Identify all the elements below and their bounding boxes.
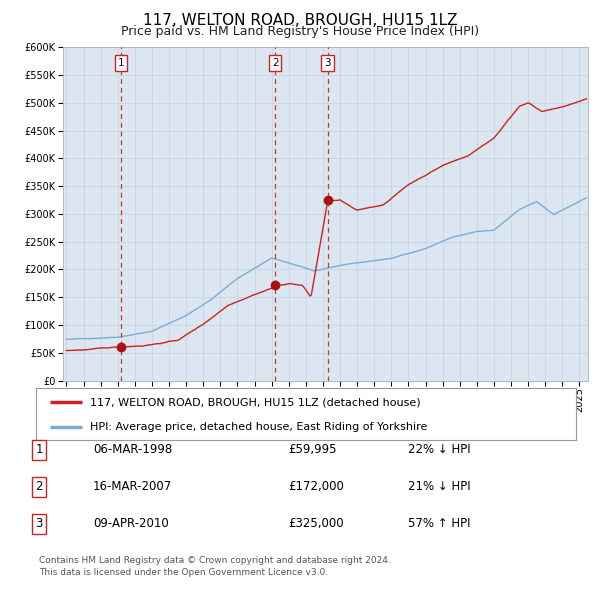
Text: 3: 3 (324, 58, 331, 68)
Text: 3: 3 (35, 517, 43, 530)
Text: Contains HM Land Registry data © Crown copyright and database right 2024.
This d: Contains HM Land Registry data © Crown c… (39, 556, 391, 577)
Text: 1: 1 (35, 443, 43, 456)
Text: £172,000: £172,000 (288, 480, 344, 493)
Text: HPI: Average price, detached house, East Riding of Yorkshire: HPI: Average price, detached house, East… (90, 422, 427, 431)
Text: Price paid vs. HM Land Registry's House Price Index (HPI): Price paid vs. HM Land Registry's House … (121, 25, 479, 38)
Text: 21% ↓ HPI: 21% ↓ HPI (408, 480, 470, 493)
Text: 2: 2 (35, 480, 43, 493)
Text: 06-MAR-1998: 06-MAR-1998 (93, 443, 172, 456)
Text: 22% ↓ HPI: 22% ↓ HPI (408, 443, 470, 456)
Text: £325,000: £325,000 (288, 517, 344, 530)
Text: 57% ↑ HPI: 57% ↑ HPI (408, 517, 470, 530)
Text: 2: 2 (272, 58, 278, 68)
Text: 117, WELTON ROAD, BROUGH, HU15 1LZ: 117, WELTON ROAD, BROUGH, HU15 1LZ (143, 13, 457, 28)
Text: 117, WELTON ROAD, BROUGH, HU15 1LZ (detached house): 117, WELTON ROAD, BROUGH, HU15 1LZ (deta… (90, 397, 421, 407)
Text: 1: 1 (118, 58, 124, 68)
Text: £59,995: £59,995 (288, 443, 337, 456)
Text: 16-MAR-2007: 16-MAR-2007 (93, 480, 172, 493)
Text: 09-APR-2010: 09-APR-2010 (93, 517, 169, 530)
